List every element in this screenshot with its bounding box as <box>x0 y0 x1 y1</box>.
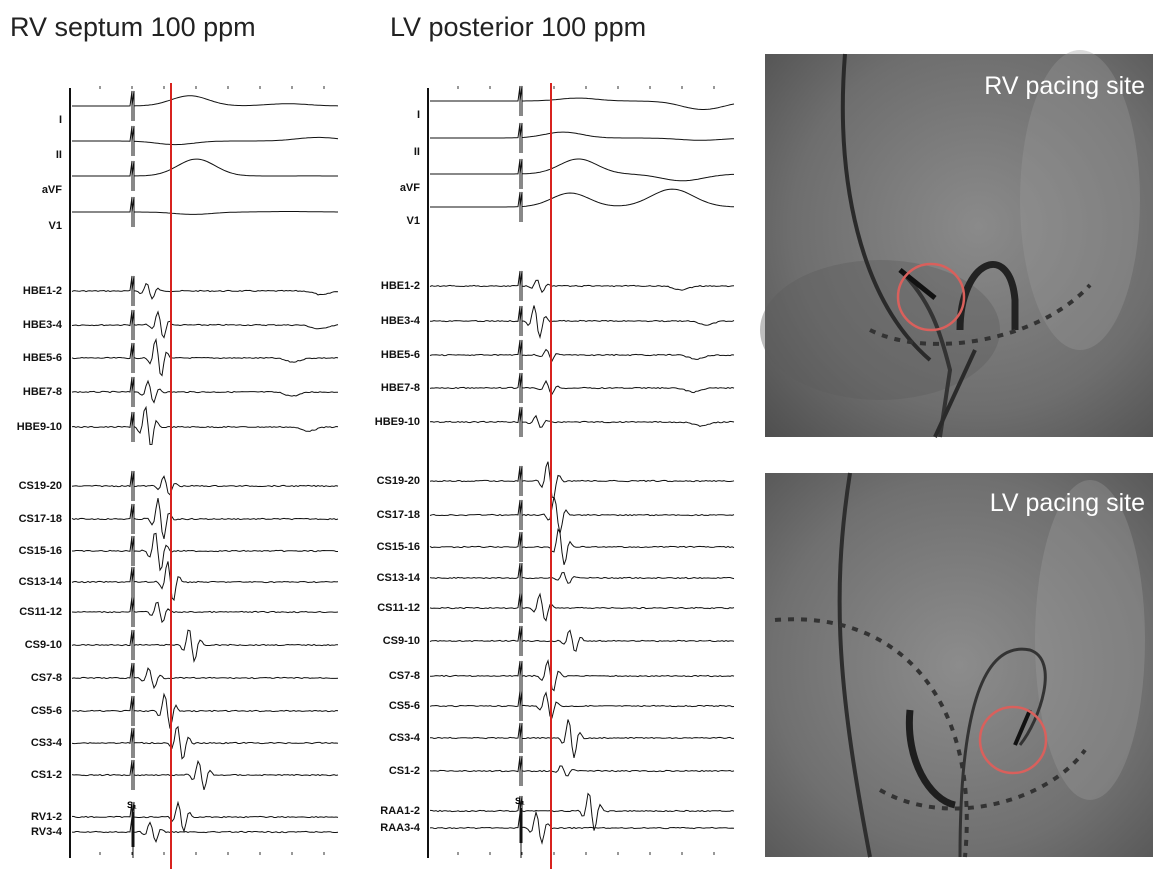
trace <box>71 800 339 833</box>
channel-label: CS11-12 <box>19 606 62 618</box>
panel-title: RV septum 100 ppm <box>10 12 256 42</box>
trace <box>429 339 735 370</box>
channel-label: I <box>417 109 420 121</box>
channel-label: HBE9-10 <box>17 421 62 433</box>
channel-label: CS9-10 <box>25 639 62 651</box>
trace <box>71 337 339 377</box>
channel-label: CS3-4 <box>31 737 63 749</box>
channel-label: HBE9-10 <box>375 416 420 428</box>
trace <box>429 562 735 593</box>
channel-label: CS17-18 <box>19 513 62 525</box>
trace <box>72 125 339 156</box>
trace <box>430 188 734 222</box>
channel-label: CS15-16 <box>19 545 62 557</box>
trace <box>429 372 735 403</box>
channel-label: CS19-20 <box>19 480 62 492</box>
trace <box>71 498 339 540</box>
trace <box>71 405 339 446</box>
trace <box>72 196 338 227</box>
channel-label: II <box>414 146 420 158</box>
trace <box>71 376 339 407</box>
channel-label: CS5-6 <box>31 705 62 717</box>
channel-label: CS1-2 <box>389 765 420 777</box>
channel-label: CS1-2 <box>31 769 62 781</box>
trace <box>72 158 338 191</box>
trace <box>429 690 735 721</box>
trace <box>430 719 734 759</box>
ecg-panel: IIIaVFV1HBE1-2HBE3-4HBE5-6HBE7-8HBE9-10C… <box>375 83 735 869</box>
trace <box>429 810 735 845</box>
channel-label: RV1-2 <box>31 811 62 823</box>
trace <box>71 275 339 306</box>
trace <box>71 662 339 693</box>
channel-label: CS7-8 <box>31 672 62 684</box>
channel-label: CS19-20 <box>377 475 420 487</box>
trace <box>71 629 338 663</box>
channel-label: HBE7-8 <box>23 386 62 398</box>
channel-label: V1 <box>407 215 420 227</box>
channel-label: CS3-4 <box>389 732 421 744</box>
trace <box>71 816 339 847</box>
channel-label: RAA3-4 <box>380 822 421 834</box>
trace <box>430 85 735 116</box>
panel-title: LV posterior 100 ppm <box>390 12 646 42</box>
channel-label: CS7-8 <box>389 670 420 682</box>
channel-label: HBE3-4 <box>23 319 63 331</box>
trace <box>429 658 735 692</box>
trace <box>430 305 735 340</box>
trace <box>429 406 735 437</box>
trace <box>429 792 735 831</box>
trace <box>429 461 735 499</box>
trace <box>430 122 735 153</box>
trace <box>71 309 339 340</box>
trace <box>71 596 339 627</box>
channel-label: CS11-12 <box>377 602 420 614</box>
trace <box>72 532 338 572</box>
channel-label: HBE3-4 <box>381 315 421 327</box>
fluoro-image: LV pacing site <box>765 472 1153 858</box>
trace <box>71 759 339 791</box>
channel-label: HBE5-6 <box>381 349 420 361</box>
channel-label: II <box>56 149 62 161</box>
channel-label: CS13-14 <box>19 576 63 588</box>
trace <box>71 725 339 760</box>
fluoro-image: RV pacing site <box>760 50 1153 438</box>
channel-label: HBE1-2 <box>23 285 62 297</box>
channel-label: V1 <box>49 220 62 232</box>
channel-label: CS17-18 <box>377 509 420 521</box>
channel-label: CS15-16 <box>377 541 420 553</box>
channel-label: HBE7-8 <box>381 382 420 394</box>
image-label: LV pacing site <box>990 489 1145 517</box>
channel-label: HBE1-2 <box>381 280 420 292</box>
channel-label: CS13-14 <box>377 572 421 584</box>
channel-label: I <box>59 114 62 126</box>
trace <box>429 592 735 623</box>
channel-label: RAA1-2 <box>380 805 420 817</box>
channel-label: HBE5-6 <box>23 352 62 364</box>
trace <box>429 755 735 786</box>
trace <box>429 528 735 565</box>
channel-label: RV3-4 <box>31 826 63 838</box>
trace <box>429 625 735 656</box>
stim-label: S₁ <box>127 800 137 810</box>
trace <box>430 158 734 189</box>
channel-label: aVF <box>42 184 62 196</box>
trace <box>71 561 339 602</box>
ecg-panel: IIIaVFV1HBE1-2HBE3-4HBE5-6HBE7-8HBE9-10C… <box>17 83 339 869</box>
image-label: RV pacing site <box>984 72 1145 100</box>
channel-label: CS9-10 <box>383 635 420 647</box>
channel-label: aVF <box>400 182 420 194</box>
trace <box>71 692 339 729</box>
trace <box>429 496 735 534</box>
trace <box>72 90 339 121</box>
trace <box>429 270 735 301</box>
stim-label: S₁ <box>515 796 525 806</box>
trace <box>71 470 339 501</box>
channel-label: CS5-6 <box>389 700 420 712</box>
